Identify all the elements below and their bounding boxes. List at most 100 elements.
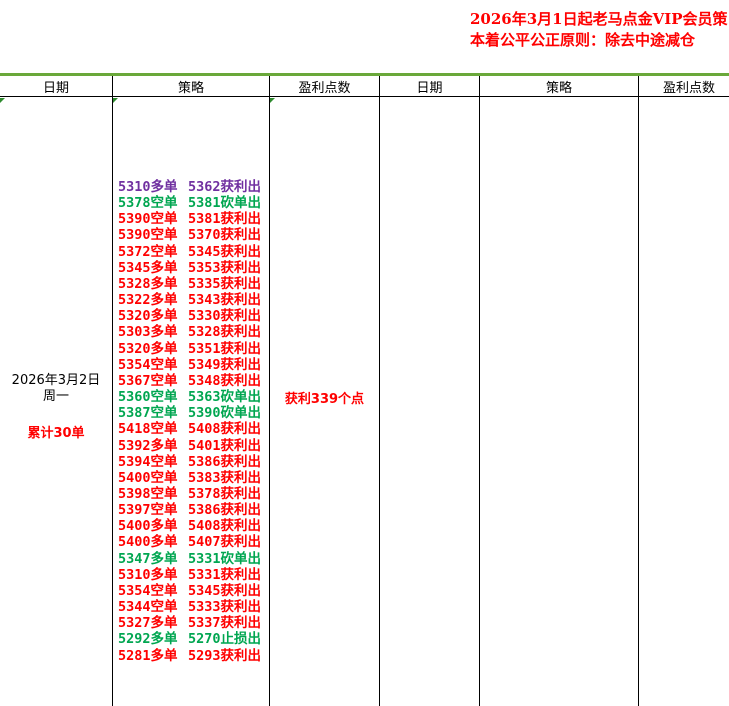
comment-indicator-icon (113, 98, 118, 103)
column-border (112, 76, 113, 706)
date-cell[interactable]: 2026年3月2日 周一 (0, 373, 112, 405)
total-trades: 累计30单 (27, 426, 85, 441)
trade-exit: 5345获利出 (188, 582, 262, 599)
trade-entry: 5392多单 (118, 437, 178, 454)
trade-entry: 5347多单 (118, 550, 178, 567)
column-header-strategy-2[interactable]: 策略 (480, 76, 638, 97)
trade-row: 5354空单 5349获利出 (118, 357, 261, 373)
column-border (269, 76, 270, 706)
trade-entry: 5397空单 (118, 502, 178, 519)
comment-indicator-icon (270, 98, 275, 103)
trade-row: 5397空单 5386获利出 (118, 502, 261, 518)
trade-row: 5320多单 5330获利出 (118, 308, 261, 324)
trade-row: 5310多单 5362获利出 (118, 179, 261, 195)
trade-entry: 5345多单 (118, 259, 178, 276)
sheet-title: 2026年3月1日起老马点金VIP会员策 (470, 10, 728, 28)
trade-exit: 5331获利出 (188, 566, 262, 583)
trade-entry: 5418空单 (118, 421, 178, 438)
trade-entry: 5354空单 (118, 356, 178, 373)
trade-exit: 5381获利出 (188, 211, 262, 228)
trade-exit: 5370获利出 (188, 227, 262, 244)
trade-exit: 5407获利出 (188, 534, 262, 551)
trade-exit: 5330获利出 (188, 308, 262, 325)
trade-exit: 5362获利出 (188, 179, 262, 195)
column-header-strategy[interactable]: 策略 (113, 76, 269, 97)
trade-exit: 5328获利出 (188, 324, 262, 341)
sheet-subtitle: 本着公平公正原则：除去中途减仓 (470, 31, 696, 49)
header-divider (0, 73, 729, 76)
trade-exit: 5343获利出 (188, 292, 262, 309)
trade-entry: 5400多单 (118, 534, 178, 551)
trade-entry: 5328多单 (118, 275, 178, 292)
trade-row: 5327多单 5337获利出 (118, 615, 261, 631)
trade-exit: 5335获利出 (188, 275, 262, 292)
trade-exit: 5390砍单出 (188, 405, 262, 422)
trade-row: 5400多单 5408获利出 (118, 518, 261, 534)
trade-entry: 5400空单 (118, 469, 178, 486)
trade-entry: 5327多单 (118, 615, 178, 632)
trade-exit: 5270止损出 (188, 631, 262, 648)
trade-row: 5400空单 5383获利出 (118, 470, 261, 486)
trade-row: 5360空单 5363砍单出 (118, 389, 261, 405)
trade-entry: 5400多单 (118, 518, 178, 535)
column-header-date[interactable]: 日期 (0, 76, 112, 97)
column-header-profit-2[interactable]: 盈利点数 (639, 76, 729, 97)
trade-exit: 5293获利出 (188, 647, 262, 664)
trade-entry: 5394空单 (118, 453, 178, 470)
trade-row: 5354空单 5345获利出 (118, 583, 261, 599)
column-border (638, 76, 639, 706)
trade-row: 5328多单 5335获利出 (118, 276, 261, 292)
trade-exit: 5348获利出 (188, 372, 262, 389)
trade-row: 5392多单 5401获利出 (118, 438, 261, 454)
trade-row: 5367空单 5348获利出 (118, 373, 261, 389)
trade-exit: 5337获利出 (188, 615, 262, 632)
trade-row: 5372空单 5345获利出 (118, 244, 261, 260)
trade-entry: 5320多单 (118, 308, 178, 325)
trade-exit: 5401获利出 (188, 437, 262, 454)
column-border (479, 76, 480, 706)
trade-exit: 5383获利出 (188, 469, 262, 486)
trade-row: 5378空单 5381砍单出 (118, 195, 261, 211)
strategy-list[interactable]: 5310多单 5362获利出 5378空单 5381砍单出 5390空单 5381获利出 5… (118, 179, 261, 664)
trade-entry: 5390空单 (118, 227, 178, 244)
trade-entry: 5344空单 (118, 599, 178, 616)
trade-row: 5303多单 5328获利出 (118, 324, 261, 340)
trade-row: 5400多单 5407获利出 (118, 534, 261, 550)
trade-entry: 5372空单 (118, 243, 178, 260)
trade-entry: 5367空单 (118, 372, 178, 389)
trade-entry: 5320多单 (118, 340, 178, 357)
trade-row: 5398空单 5378获利出 (118, 486, 261, 502)
trade-row: 5322多单 5343获利出 (118, 292, 261, 308)
trade-row: 5292多单 5270止损出 (118, 631, 261, 647)
trade-exit: 5386获利出 (188, 502, 262, 519)
column-header-profit[interactable]: 盈利点数 (270, 76, 379, 97)
trade-exit: 5349获利出 (188, 356, 262, 373)
trade-exit: 5363砍单出 (188, 389, 262, 406)
comment-indicator-icon (0, 98, 5, 103)
trade-row: 5387空单 5390砍单出 (118, 405, 261, 421)
trade-entry: 5387空单 (118, 405, 178, 422)
trade-entry: 5310多单 (118, 179, 178, 195)
column-border (379, 76, 380, 706)
trade-exit: 5331砍单出 (188, 550, 262, 567)
trade-row: 5281多单 5293获利出 (118, 648, 261, 664)
trade-entry: 5354空单 (118, 582, 178, 599)
trade-entry: 5303多单 (118, 324, 178, 341)
trade-exit: 5386获利出 (188, 453, 262, 470)
trade-exit: 5408获利出 (188, 518, 262, 535)
trade-exit: 5381砍单出 (188, 195, 262, 212)
trade-exit: 5353获利出 (188, 259, 262, 276)
trade-entry: 5398空单 (118, 485, 178, 502)
trade-exit: 5345获利出 (188, 243, 262, 260)
profit-cell[interactable]: 获利339个点 (284, 392, 365, 407)
trade-entry: 5360空单 (118, 389, 178, 406)
trade-row: 5345多单 5353获利出 (118, 260, 261, 276)
trade-entry: 5378空单 (118, 195, 178, 212)
trade-row: 5418空单 5408获利出 (118, 421, 261, 437)
column-header-date-2[interactable]: 日期 (380, 76, 479, 97)
trade-entry: 5322多单 (118, 292, 178, 309)
trade-row: 5390空单 5370获利出 (118, 227, 261, 243)
trade-exit: 5333获利出 (188, 599, 262, 616)
weekday-value: 周一 (42, 389, 69, 404)
trade-row: 5320多单 5351获利出 (118, 341, 261, 357)
